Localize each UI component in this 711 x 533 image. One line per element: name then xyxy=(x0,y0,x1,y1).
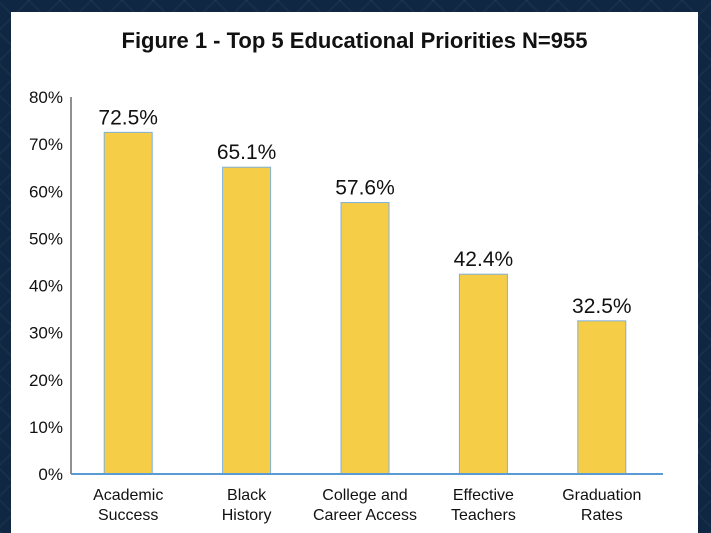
data-label: 57.6% xyxy=(335,177,395,200)
x-tick-label: Academic Success xyxy=(93,487,163,524)
data-label: 42.4% xyxy=(454,248,514,271)
bar xyxy=(458,273,508,475)
chart-title: Figure 1 - Top 5 Educational Priorities … xyxy=(121,28,588,53)
chart-panel: Figure 1 - Top 5 Educational Priorities … xyxy=(11,12,698,533)
x-tick-label: Effective Teachers xyxy=(451,487,516,524)
y-tick-label: 80% xyxy=(29,88,63,107)
bar xyxy=(222,166,272,475)
data-label: 32.5% xyxy=(572,295,632,318)
y-tick-label: 70% xyxy=(29,135,63,154)
y-tick-label: 10% xyxy=(29,418,63,437)
data-label: 65.1% xyxy=(217,141,277,164)
bar-chart: 0% 10% 20% 30% 40% 50% 60% 70% 80% 72.5% Academic S… xyxy=(29,88,663,524)
bar xyxy=(103,131,153,475)
bar xyxy=(340,202,390,475)
y-tick-label: 20% xyxy=(29,371,63,390)
y-tick-label: 0% xyxy=(38,465,63,484)
y-tick-label: 60% xyxy=(29,182,63,201)
bar xyxy=(577,320,627,475)
data-label: 72.5% xyxy=(98,106,158,129)
x-tick-label: Graduation Rates xyxy=(562,487,641,524)
x-tick-label: Black History xyxy=(222,487,272,524)
y-tick-label: 30% xyxy=(29,324,63,343)
y-tick-label: 40% xyxy=(29,277,63,296)
y-tick-label: 50% xyxy=(29,229,63,248)
x-tick-label: College and Career Access xyxy=(313,487,417,524)
